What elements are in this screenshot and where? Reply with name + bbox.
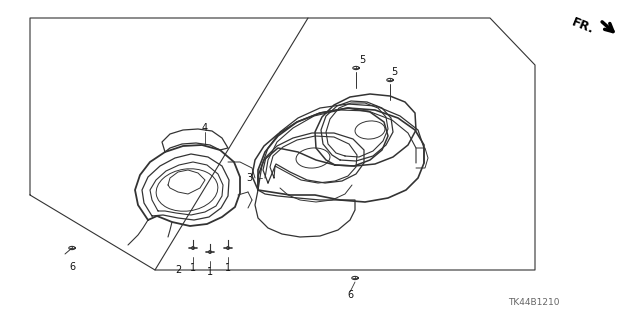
Text: 5: 5 [391,67,397,77]
Text: 2: 2 [175,265,181,275]
Text: 1: 1 [190,263,196,273]
Text: TK44B1210: TK44B1210 [509,298,560,307]
Text: FR.: FR. [570,16,596,36]
Text: 6: 6 [69,262,75,272]
Text: 5: 5 [359,55,365,65]
Text: 1: 1 [207,267,213,277]
Text: 3: 3 [246,173,252,183]
Text: 1: 1 [225,263,231,273]
Text: 4: 4 [202,123,208,133]
Text: 6: 6 [347,290,353,300]
